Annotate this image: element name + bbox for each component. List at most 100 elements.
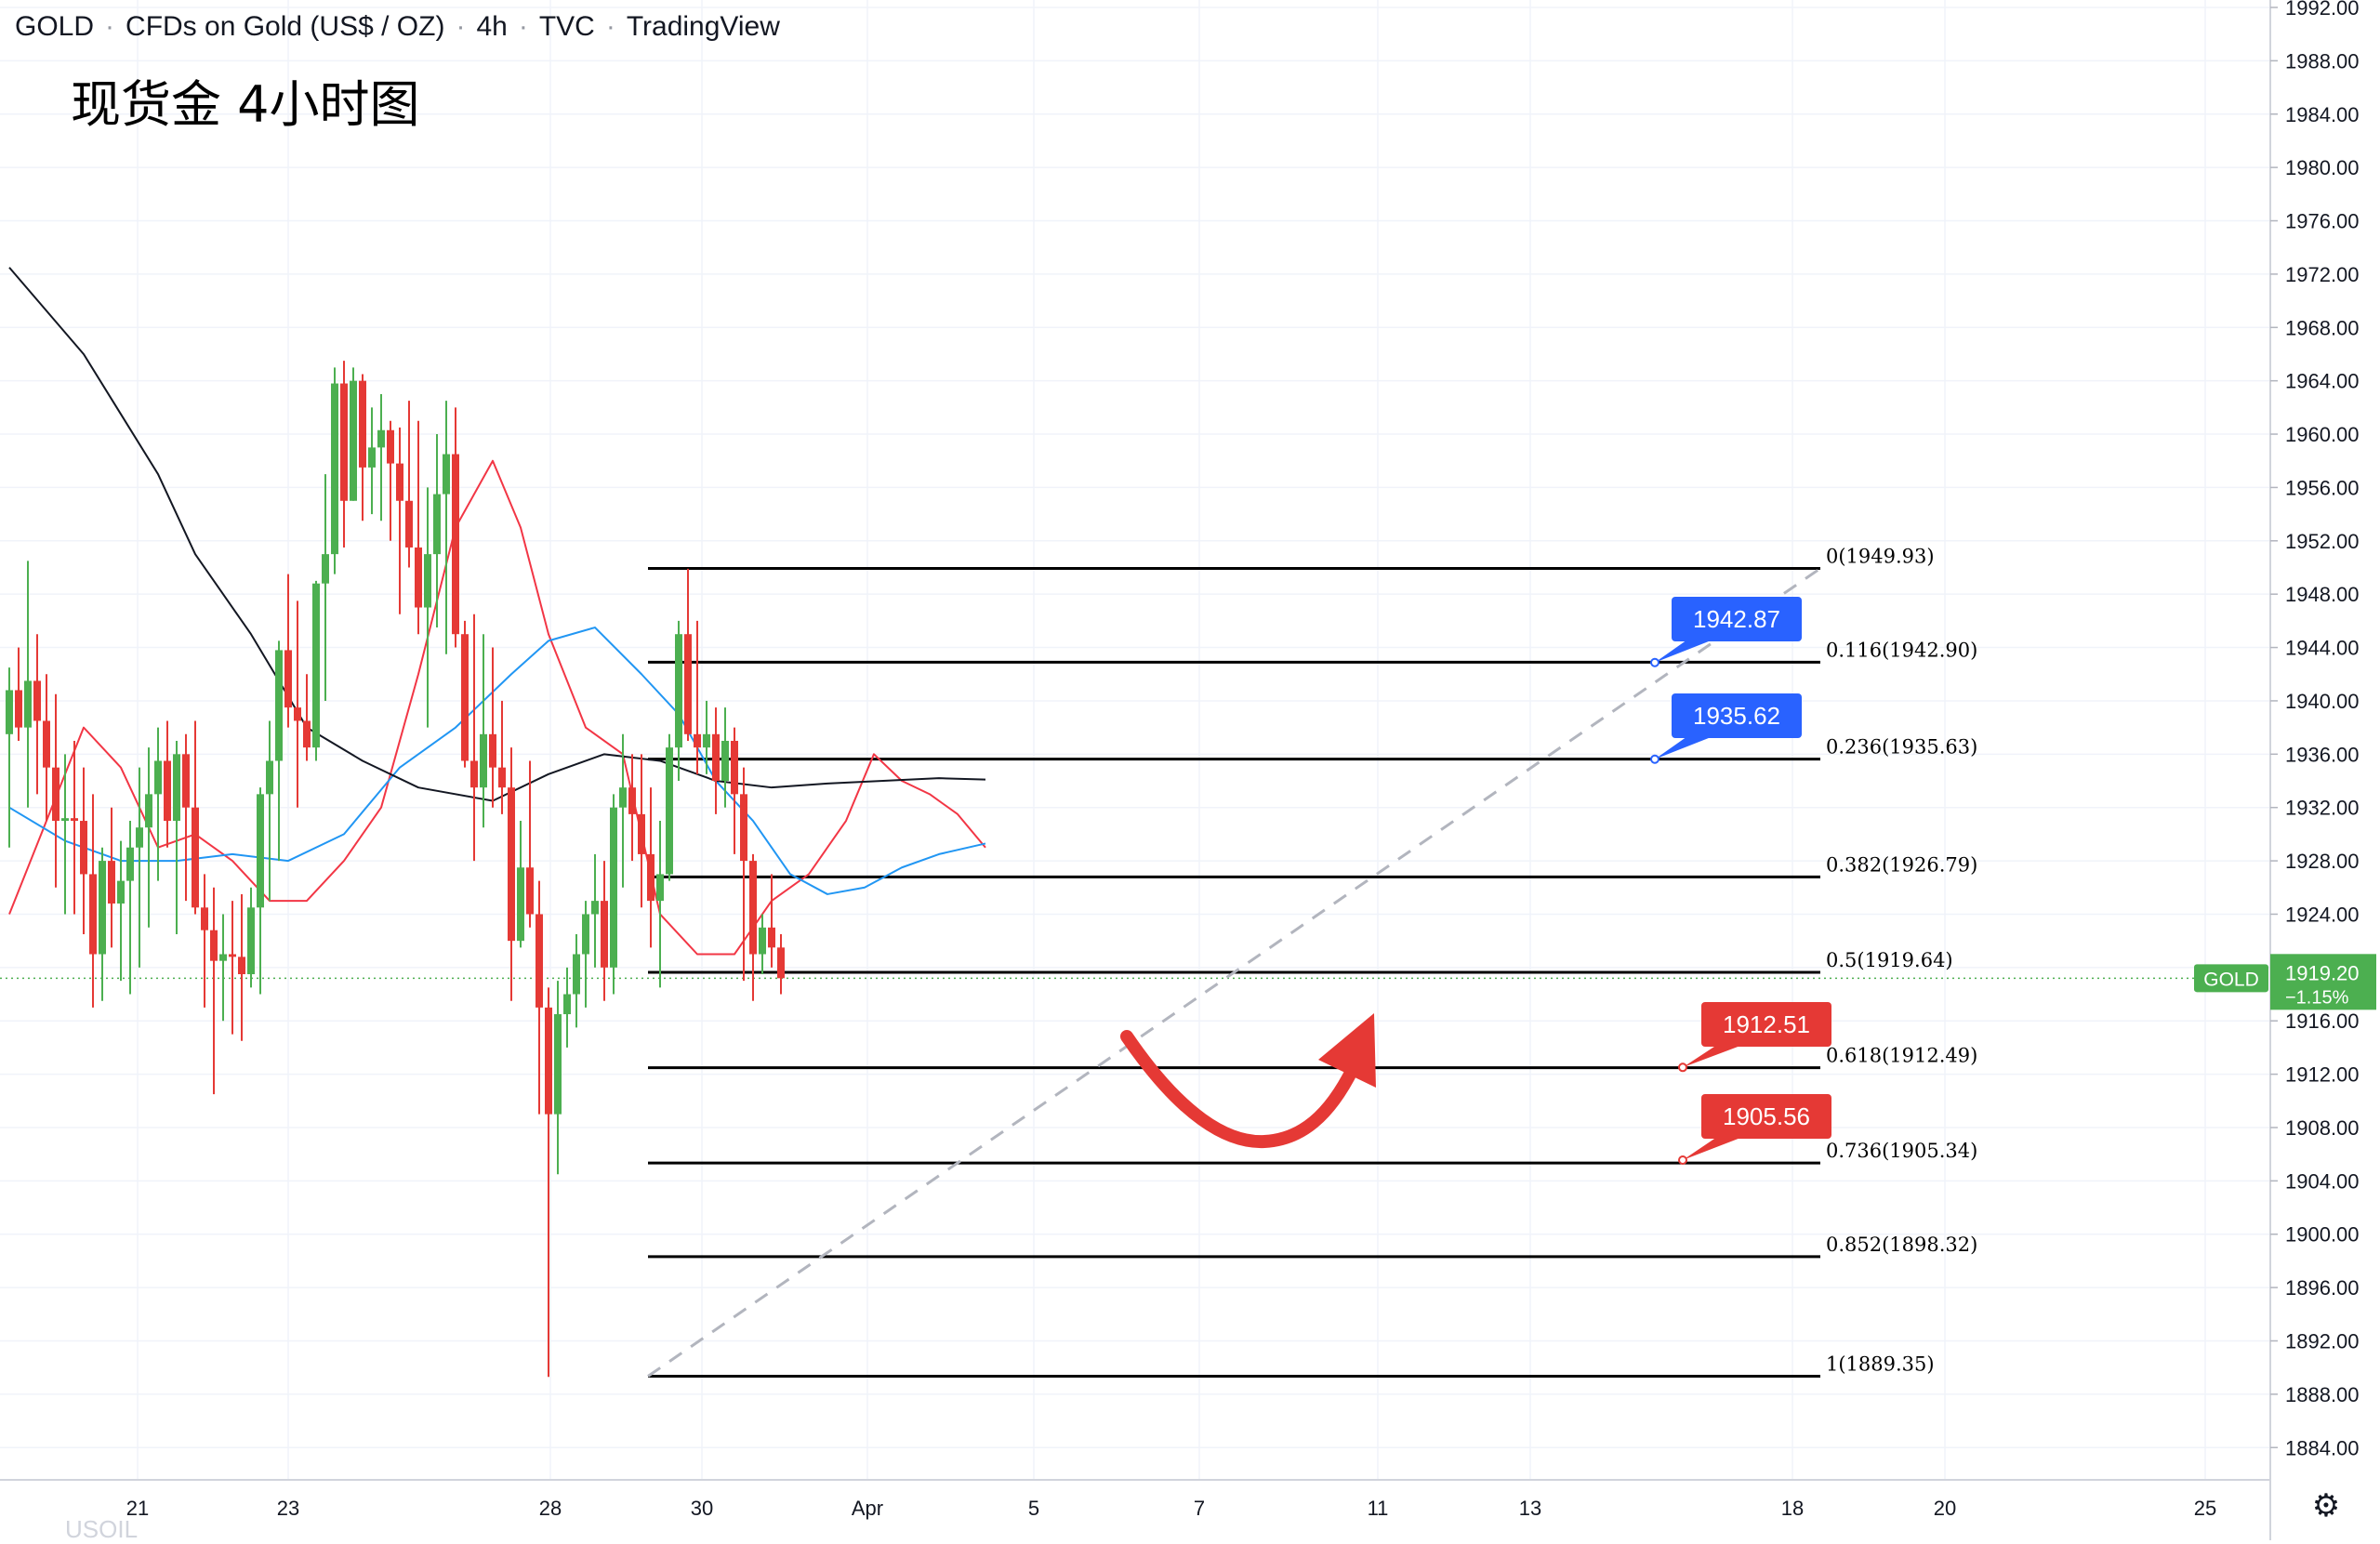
price-tick-label: 1988.00	[2285, 49, 2360, 73]
fib-level-label: 0.852(1898.32)	[1826, 1234, 1977, 1256]
candle-body	[210, 930, 218, 961]
candle	[368, 407, 376, 515]
price-tick-label: 1892.00	[2285, 1330, 2360, 1353]
moving-averages	[8, 267, 986, 956]
fibonacci-retracement[interactable]: 0(1949.93) 0.116(1942.90) 0.236(1935.63) 0.…	[647, 545, 1977, 1379]
candle	[526, 760, 534, 928]
candle	[777, 933, 785, 995]
candle-body	[647, 853, 654, 902]
candle	[712, 707, 720, 814]
candle-body	[470, 760, 478, 788]
price-callout[interactable]: 1935.62	[1650, 693, 1802, 764]
candle-body	[721, 740, 729, 782]
candle-body	[219, 954, 227, 961]
price-tick-label: 1972.00	[2285, 263, 2360, 286]
price-callout[interactable]: 1942.87	[1650, 597, 1802, 667]
candle	[89, 794, 97, 1008]
last-price-badge[interactable]: GOLD 1919.20 −1.15%	[2194, 954, 2376, 1010]
candle	[154, 727, 162, 881]
price-tick-label: 1896.00	[2285, 1276, 2360, 1300]
watermark: USOIL	[65, 1515, 139, 1543]
candle-body	[536, 914, 543, 1008]
callout-pointer	[1683, 1043, 1748, 1068]
callout-badge	[1701, 1002, 1831, 1047]
candle	[33, 634, 41, 795]
curved-arrow-annotation[interactable]	[1120, 1013, 1376, 1149]
callout-label: 1905.56	[1723, 1102, 1810, 1130]
candle-body	[749, 861, 757, 955]
price-callout[interactable]: 1912.51	[1678, 1002, 1831, 1073]
candle-body	[694, 733, 701, 748]
callout-anchor	[1650, 657, 1659, 667]
callout-anchor	[1650, 754, 1659, 764]
candle-body	[554, 1014, 562, 1115]
symbol-badge-label: GOLD	[2203, 969, 2259, 990]
price-tick-label: 1980.00	[2285, 156, 2360, 179]
price-tick-label: 1904.00	[2285, 1169, 2360, 1193]
price-tick-label: 1900.00	[2285, 1223, 2360, 1247]
callout-badge	[1672, 693, 1802, 738]
candle	[284, 574, 292, 728]
candle-body	[350, 380, 357, 501]
candle	[238, 893, 245, 1041]
price-tick-label: 1924.00	[2285, 903, 2360, 926]
source-label: TVC	[538, 11, 595, 42]
candle	[396, 427, 403, 614]
candle	[768, 874, 775, 968]
fib-trend-line[interactable]	[647, 567, 1821, 1378]
price-tick-label: 1976.00	[2285, 210, 2360, 233]
candle	[536, 880, 543, 1115]
symbol-badge	[2194, 964, 2268, 993]
fib-level-label: 0.5(1919.64)	[1826, 949, 1953, 971]
price-tick-label: 1928.00	[2285, 850, 2360, 873]
symbol-description: CFDs on Gold (US$ / OZ)	[126, 11, 445, 42]
price-callouts[interactable]: 1942.87 1935.62 1912.51 1905.56	[1650, 597, 1831, 1165]
interval-label[interactable]: 4h	[476, 11, 508, 42]
gear-icon[interactable]: ⚙	[2311, 1487, 2341, 1524]
candle-body	[80, 821, 87, 875]
candle-body	[489, 733, 496, 768]
candle	[350, 367, 357, 501]
candle-body	[628, 787, 636, 814]
callout-badge	[1672, 597, 1802, 641]
candle	[452, 407, 459, 648]
candle	[628, 754, 636, 862]
candle	[266, 720, 273, 902]
candle	[303, 674, 311, 761]
candle-body	[136, 827, 143, 848]
candle	[210, 887, 218, 1095]
candle	[554, 981, 562, 1175]
candle-body	[99, 861, 106, 955]
candle-body	[303, 720, 311, 748]
candle-body	[164, 760, 171, 822]
candle-body	[312, 583, 320, 748]
candle-body	[759, 927, 766, 955]
candle-body	[294, 707, 301, 721]
candle-body	[498, 767, 506, 788]
candle-body	[229, 954, 236, 957]
price-tick-label: 1968.00	[2285, 316, 2360, 339]
candle-body	[740, 794, 747, 862]
price-tick-label: 1992.00	[2285, 0, 2360, 20]
candle	[405, 401, 413, 568]
candle-body	[563, 994, 571, 1015]
fib-level-label: 1(1889.35)	[1826, 1353, 1935, 1376]
candle	[15, 647, 22, 741]
moving-average-line	[8, 459, 986, 956]
candle-body	[368, 447, 376, 468]
candle-body	[61, 818, 69, 822]
callout-label: 1942.87	[1693, 605, 1780, 633]
candle	[275, 640, 283, 862]
candle-body	[443, 454, 450, 495]
candle	[563, 967, 571, 1048]
time-tick-label: 25	[2194, 1497, 2216, 1520]
candle-body	[415, 547, 422, 608]
price-callout[interactable]: 1905.56	[1678, 1094, 1831, 1165]
symbol-name[interactable]: GOLD	[15, 11, 95, 42]
candle	[610, 794, 617, 995]
candle-body	[331, 383, 338, 555]
candle-body	[638, 813, 645, 854]
candle-body	[6, 690, 13, 734]
